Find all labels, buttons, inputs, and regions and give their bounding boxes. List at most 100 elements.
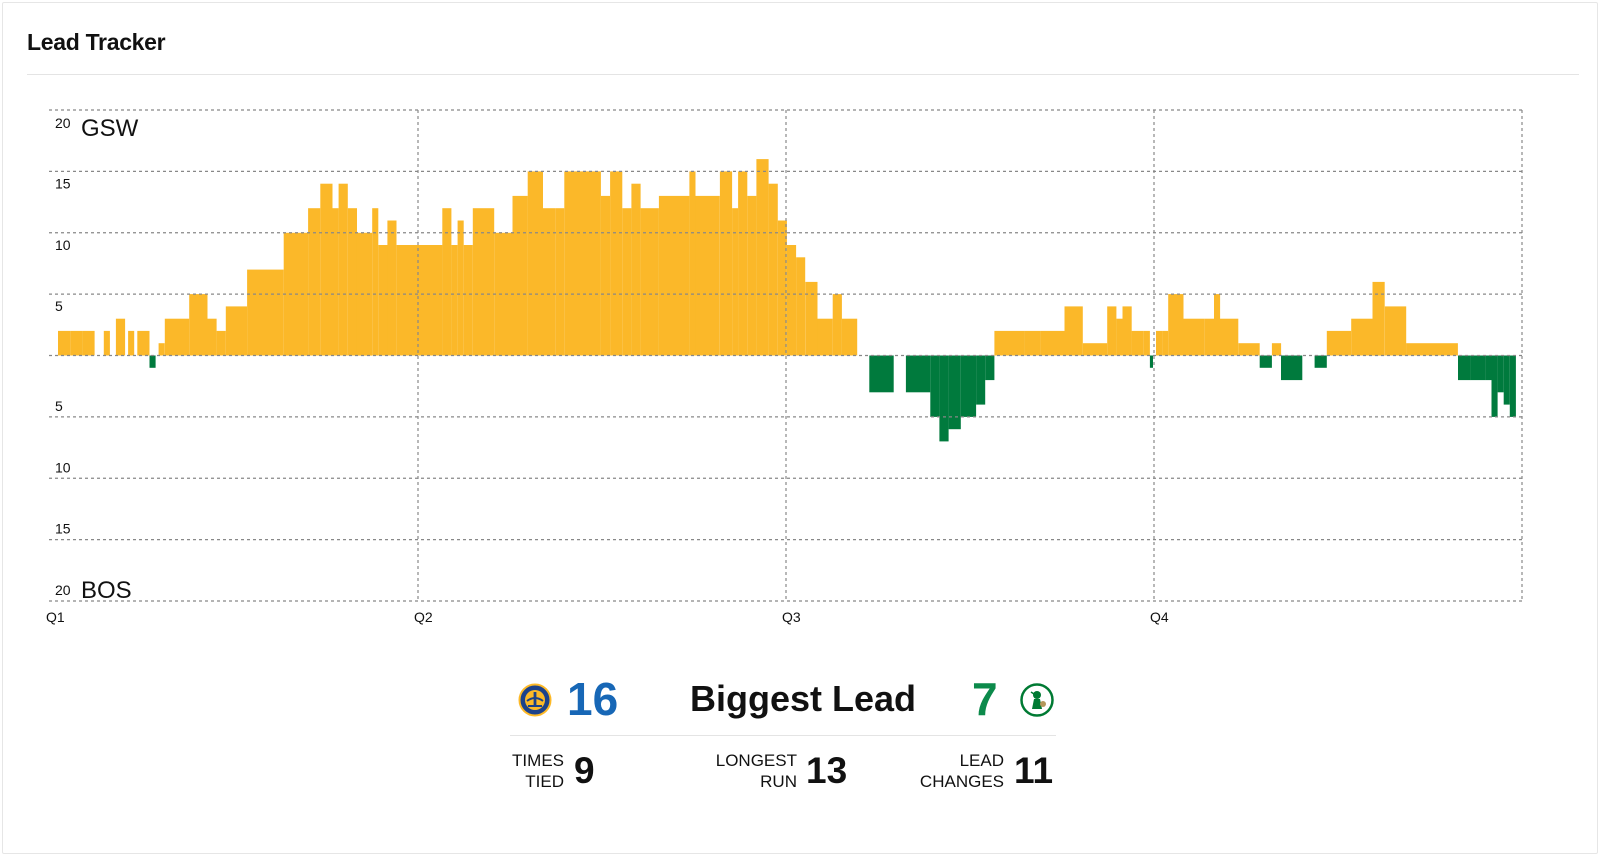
lead-bar-11 — [207, 318, 217, 356]
lead-bar-100 — [1485, 355, 1492, 381]
chart-labels: 20 15 10 5 5 10 15 20 GSW BOS Q1 Q2 Q3 Q4 — [46, 115, 1169, 625]
lead-bar-61 — [905, 355, 931, 393]
quarter-label-q3: Q3 — [782, 609, 801, 625]
lead-bar-1 — [70, 330, 83, 356]
longest-run-label-line2: RUN — [760, 772, 797, 791]
lead-bar-19 — [338, 183, 348, 356]
lead-bar-25 — [396, 245, 443, 356]
lead-bar-13 — [225, 306, 248, 356]
lead-bar-89 — [1271, 343, 1282, 356]
lead-bar-0 — [58, 330, 71, 356]
top-team-label: GSW — [81, 115, 139, 142]
section-title: Lead Tracker — [27, 29, 166, 55]
lead-bar-10 — [189, 294, 208, 356]
celtics-logo-icon — [1020, 683, 1054, 717]
lead-bar-99 — [1470, 355, 1486, 381]
times-tied-label-line1: TIMES — [512, 751, 564, 770]
lead-bar-86 — [1220, 318, 1239, 356]
lead-bar-87 — [1238, 343, 1260, 356]
lead-bar-76 — [1131, 330, 1144, 356]
y-tick-bottom-15: 15 — [55, 521, 71, 537]
lead-bar-46 — [732, 208, 739, 356]
lead-bar-44 — [695, 195, 720, 356]
lead-bar-101 — [1491, 355, 1498, 417]
lead-bar-12 — [216, 330, 226, 356]
lead-bar-14 — [247, 269, 284, 356]
lead-bar-22 — [372, 208, 379, 356]
lead-bar-66 — [976, 355, 986, 405]
lead-bar-72 — [1082, 343, 1108, 356]
lead-bar-84 — [1204, 318, 1214, 356]
lead-bar-93 — [1326, 330, 1352, 356]
lead-bar-95 — [1372, 281, 1385, 356]
longest-run-value: 13 — [806, 750, 848, 791]
lead-bar-97 — [1406, 343, 1458, 356]
lead-bar-4 — [115, 318, 126, 356]
lead-bar-69 — [1024, 330, 1041, 356]
lead-bar-64 — [948, 355, 961, 430]
lead-bar-104 — [1509, 355, 1516, 417]
lead-bar-30 — [472, 208, 495, 356]
quarter-label-q2: Q2 — [414, 609, 433, 625]
biggest-lead-label: Biggest Lead — [690, 678, 917, 719]
lead-bars — [58, 159, 1516, 442]
lead-bar-78 — [1149, 355, 1153, 368]
lead-bar-85 — [1214, 294, 1221, 356]
lead-bar-74 — [1116, 318, 1123, 356]
lead-bar-31 — [494, 232, 513, 356]
warriors-logo-icon — [518, 683, 552, 717]
title-divider — [27, 74, 1579, 75]
lead-bar-23 — [378, 245, 388, 356]
lead-bar-98 — [1458, 355, 1471, 381]
lead-bar-26 — [442, 208, 452, 356]
lead-bar-75 — [1122, 306, 1132, 356]
lead-bar-39 — [622, 208, 632, 356]
lead-bar-37 — [600, 195, 611, 356]
lead-bar-36 — [564, 171, 601, 356]
lead-bar-80 — [1156, 330, 1163, 356]
y-tick-top-20: 20 — [55, 115, 71, 131]
y-tick-top-15: 15 — [55, 175, 71, 191]
lead-bar-9 — [164, 318, 190, 356]
lead-bar-35 — [555, 208, 565, 356]
lead-bar-2 — [82, 330, 95, 356]
lead-bar-8 — [158, 343, 165, 356]
lead-bar-94 — [1351, 318, 1373, 356]
lead-bar-92 — [1314, 355, 1327, 368]
lead-bar-81 — [1162, 330, 1169, 356]
lead-bar-21 — [356, 232, 373, 356]
lead-bar-42 — [658, 195, 690, 356]
lead-bar-51 — [777, 220, 787, 356]
lead-bar-50 — [768, 183, 778, 356]
lead-bar-18 — [332, 208, 339, 356]
lead-bar-7 — [149, 355, 156, 368]
lead-bar-57 — [841, 318, 858, 356]
y-tick-top-5: 5 — [55, 298, 63, 314]
lead-bar-29 — [463, 245, 473, 356]
lead-bar-55 — [817, 318, 833, 356]
times-tied-label-line2: TIED — [525, 772, 564, 791]
lead-bar-27 — [451, 245, 458, 356]
y-tick-bottom-20: 20 — [55, 582, 71, 598]
lead-bar-38 — [610, 171, 623, 356]
lead-bar-20 — [347, 208, 357, 356]
lead-bar-54 — [805, 281, 818, 356]
bos-biggest-lead: 7 — [972, 673, 998, 725]
y-tick-top-10: 10 — [55, 237, 71, 253]
lead-bar-82 — [1168, 294, 1184, 356]
lead-bar-40 — [631, 183, 641, 356]
lead-bar-67 — [985, 355, 995, 381]
lead-bar-102 — [1497, 355, 1504, 393]
lead-bar-6 — [137, 330, 150, 356]
chart-grid — [49, 109, 1523, 602]
lead-changes-label-line1: LEAD — [959, 751, 1004, 770]
lead-bar-68 — [994, 330, 1025, 356]
lead-bar-3 — [103, 330, 110, 356]
lead-bar-24 — [387, 220, 397, 356]
lead-bar-48 — [747, 195, 757, 356]
lead-changes-value: 11 — [1014, 750, 1054, 791]
lead-bar-73 — [1107, 306, 1117, 356]
lead-bar-103 — [1503, 355, 1510, 405]
times-tied-value: 9 — [574, 750, 595, 791]
